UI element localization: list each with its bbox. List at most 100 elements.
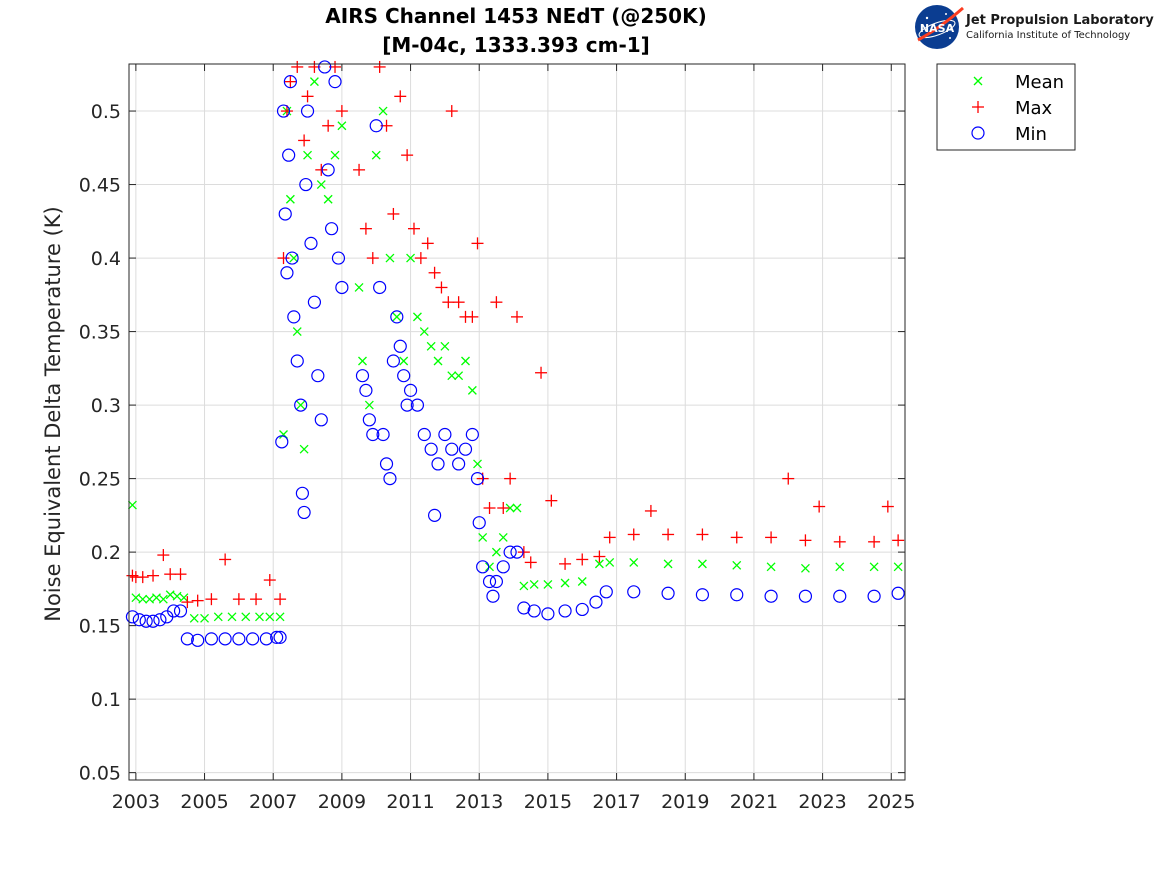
- data-point-max: [147, 569, 160, 582]
- data-point-min: [294, 398, 308, 412]
- data-point-min: [476, 560, 490, 574]
- data-point-min: [278, 207, 292, 221]
- data-point-mean: [605, 557, 615, 567]
- data-point-max: [445, 105, 458, 118]
- data-point-mean: [800, 563, 810, 573]
- axes-box: [128, 63, 906, 781]
- legend-marker-mean: [973, 76, 983, 86]
- x-tick-label: 2009: [318, 791, 366, 813]
- data-point-min: [558, 604, 572, 618]
- data-point-max: [435, 281, 448, 294]
- data-point-mean: [213, 612, 223, 622]
- x-tick-label: 2013: [455, 791, 503, 813]
- data-point-min: [486, 589, 500, 603]
- series-layer: [125, 60, 905, 647]
- x-tick-label: 2003: [112, 791, 160, 813]
- data-point-mean: [358, 356, 367, 366]
- data-point-min: [482, 574, 497, 589]
- data-point-mean: [406, 253, 416, 263]
- y-tick-label: 0.25: [79, 469, 121, 491]
- data-point-max: [442, 296, 455, 309]
- data-point-mean: [498, 532, 508, 542]
- data-point-mean: [461, 356, 470, 366]
- data-point-min: [173, 604, 188, 618]
- data-point-max: [524, 556, 537, 569]
- data-point-min: [575, 602, 589, 617]
- data-point-max: [164, 568, 177, 581]
- data-point-max: [892, 534, 905, 547]
- legend-label-max: Max: [1015, 98, 1053, 119]
- data-point-mean: [275, 612, 285, 622]
- data-point-mean: [241, 612, 251, 622]
- data-point-max: [593, 550, 606, 563]
- data-point-mean: [378, 106, 388, 116]
- y-tick-label: 0.15: [79, 616, 121, 638]
- data-point-mean: [303, 150, 313, 160]
- data-point-mean: [296, 400, 306, 410]
- data-point-max: [359, 222, 372, 235]
- data-point-mean: [454, 371, 464, 381]
- nasa-badge-text: NASA: [920, 22, 955, 35]
- data-point-max: [730, 531, 743, 544]
- x-tick-label: 2005: [180, 791, 228, 813]
- data-point-mean: [392, 312, 402, 322]
- data-point-min: [287, 310, 301, 324]
- data-point-min: [403, 383, 418, 397]
- ticks: 2003 2005 2007 2009 2011 2013 2015 2017 2019 2021…: [79, 64, 915, 813]
- data-point-min: [390, 310, 404, 324]
- data-point-max: [205, 593, 218, 606]
- data-point-min: [400, 398, 414, 412]
- data-point-min: [798, 589, 813, 603]
- data-point-min: [599, 585, 613, 599]
- data-point-min: [452, 457, 466, 471]
- data-point-min: [335, 280, 349, 295]
- data-point-mean: [766, 562, 776, 572]
- data-point-min: [259, 632, 273, 646]
- data-point-max: [394, 90, 407, 103]
- data-point-mean: [485, 562, 494, 572]
- data-point-min: [510, 545, 524, 559]
- data-point-min: [627, 585, 641, 599]
- data-point-min: [891, 586, 905, 600]
- data-point-mean: [433, 356, 443, 366]
- data-point-min: [589, 595, 603, 609]
- data-point-min: [324, 222, 339, 236]
- y-axis-label: Noise Equivalent Delta Temperature (K): [41, 206, 65, 622]
- data-point-mean: [285, 194, 295, 204]
- data-point-mean: [412, 312, 422, 322]
- data-point-max: [301, 90, 314, 103]
- y-tick-label: 0.05: [79, 763, 121, 785]
- data-point-min: [328, 75, 342, 89]
- data-point-max: [881, 500, 894, 513]
- data-point-max: [696, 528, 709, 541]
- data-point-min: [246, 632, 260, 646]
- data-point-min: [764, 589, 778, 603]
- data-point-max: [191, 594, 204, 607]
- data-point-max: [284, 75, 297, 88]
- data-point-mean: [835, 562, 845, 572]
- data-point-mean: [543, 580, 553, 589]
- data-point-max: [644, 504, 657, 517]
- data-point-min: [359, 383, 373, 397]
- data-point-min: [218, 632, 232, 646]
- legend-marker-max: [972, 101, 984, 113]
- data-point-max: [497, 502, 510, 515]
- data-point-mean: [292, 327, 302, 337]
- data-point-min: [661, 586, 675, 600]
- data-point-max: [387, 207, 400, 220]
- data-point-mean: [299, 444, 309, 454]
- data-point-min: [362, 413, 376, 427]
- data-point-mean: [265, 612, 275, 622]
- data-point-max: [466, 310, 479, 323]
- data-point-max: [603, 531, 616, 544]
- y-tick-label: 0.35: [79, 322, 121, 344]
- data-point-max: [813, 500, 826, 513]
- data-point-min: [273, 630, 287, 644]
- data-point-min: [355, 369, 370, 383]
- data-point-mean: [323, 194, 333, 204]
- data-point-max: [353, 163, 366, 176]
- data-point-min: [470, 472, 485, 486]
- logo-title: Jet Propulsion Laboratory: [965, 13, 1154, 28]
- legend: Mean Max Min: [936, 63, 1076, 151]
- data-point-min: [410, 398, 425, 412]
